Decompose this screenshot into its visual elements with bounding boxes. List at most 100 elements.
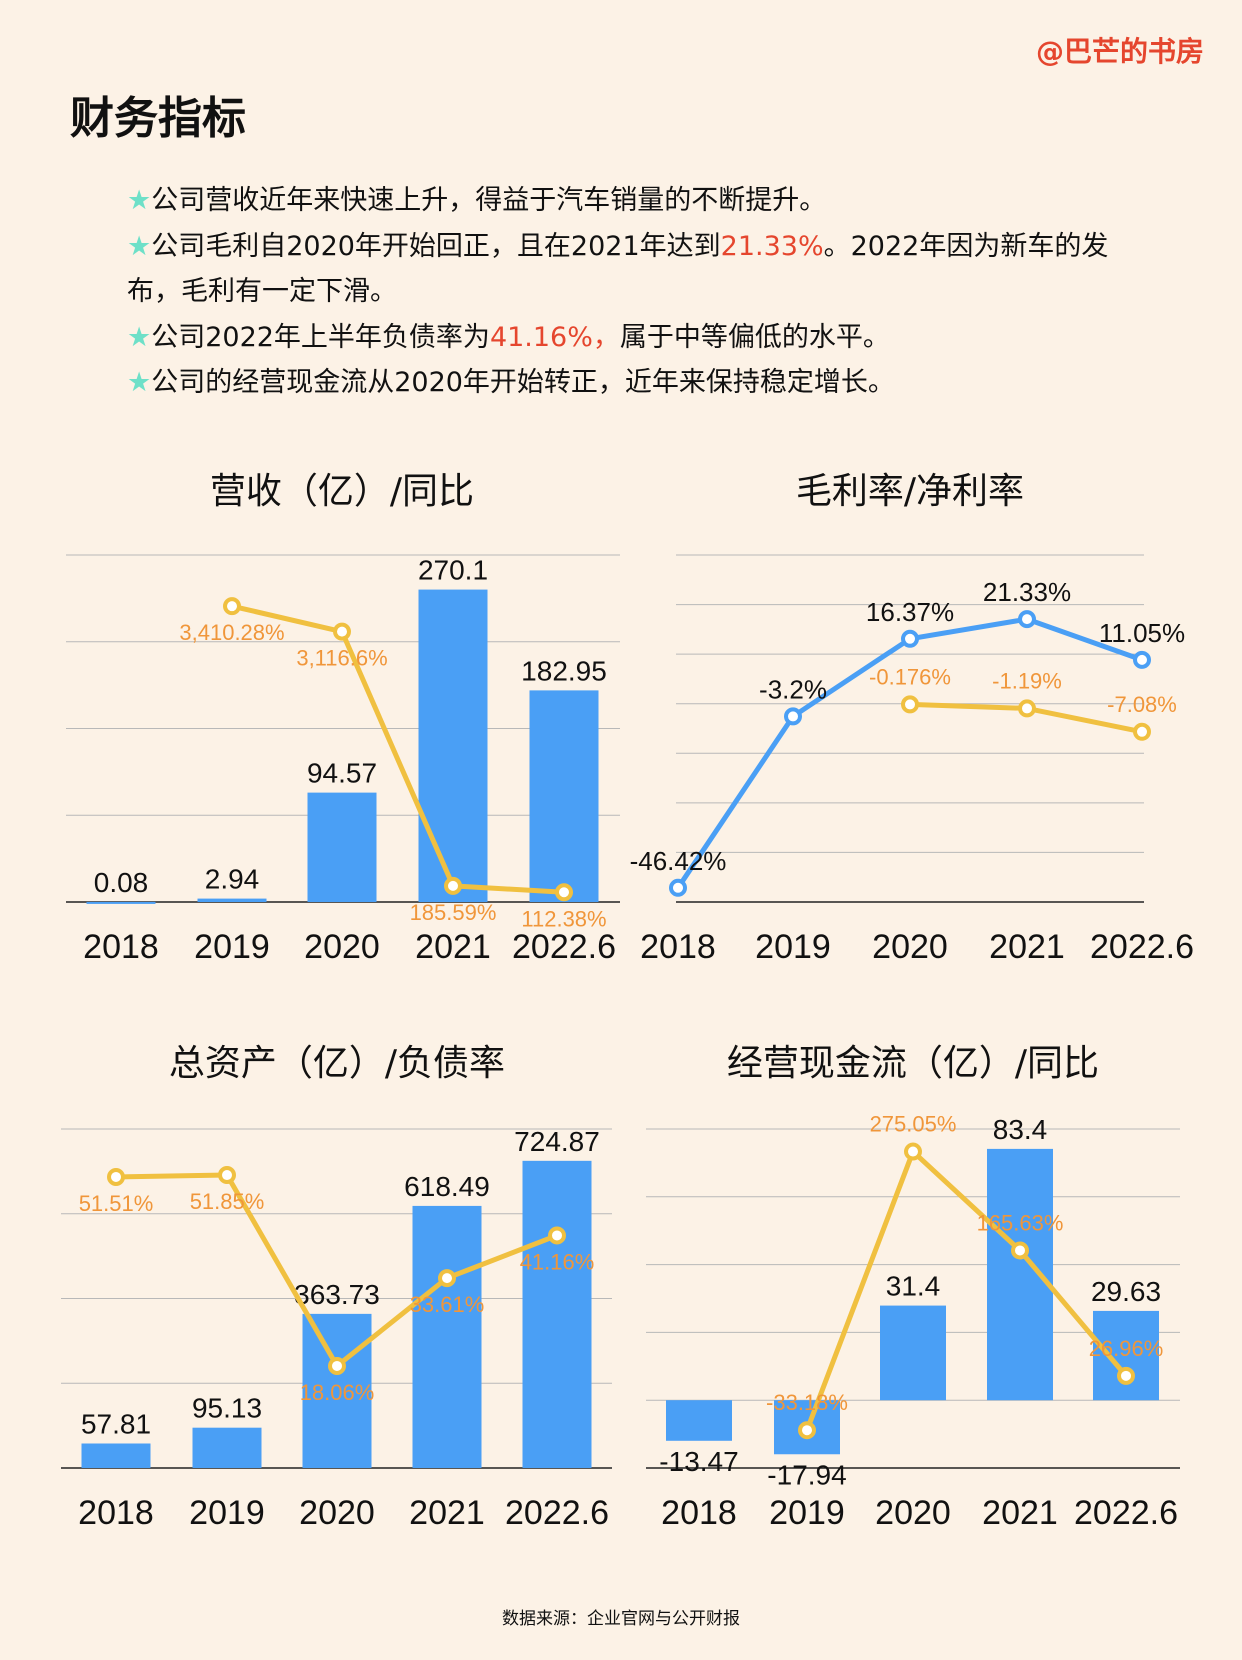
series-point	[1133, 650, 1151, 669]
bar	[880, 1305, 946, 1401]
bullet-item: ★公司营收近年来快速上升，得益于汽车销量的不断提升。	[127, 178, 1147, 224]
bar	[192, 1427, 262, 1468]
star-icon: ★	[127, 185, 152, 216]
bar	[86, 901, 156, 904]
bar-value-label: 0.08	[94, 867, 149, 898]
x-tick-label: 2021	[989, 928, 1065, 966]
point-value-label: 275.05%	[870, 1112, 957, 1137]
series-point	[444, 876, 462, 895]
bullet-item: ★公司毛利自2020年开始回正，且在2021年达到21.33%。2022年因为新…	[127, 224, 1147, 315]
x-tick-label: 2020	[299, 1494, 375, 1532]
x-tick-label: 2021	[982, 1494, 1058, 1532]
x-tick-label: 2020	[872, 928, 948, 966]
chart-title-assets: 总资产（亿）/负债率	[168, 1043, 506, 1084]
chart-title-margin: 毛利率/净利率	[795, 471, 1025, 512]
series-point	[328, 1356, 346, 1375]
bullet-text: 公司毛利自2020年开始回正，且在2021年达到	[151, 230, 721, 262]
x-tick-label: 2020	[304, 928, 380, 966]
author-watermark: @巴芒的书房	[1035, 35, 1204, 68]
bar	[302, 1313, 372, 1468]
bar	[529, 690, 599, 902]
bullet-text: 。2022年因为新车的发布，毛利有一定下滑。	[127, 230, 1109, 308]
bar-value-label: 270.1	[418, 555, 488, 586]
bar-value-label: 83.4	[993, 1114, 1048, 1145]
bullet-text: 公司2022年上半年负债率为	[151, 321, 490, 353]
series-point	[1117, 1366, 1135, 1385]
page-title: 财务指标	[70, 93, 246, 144]
series-line	[231, 603, 565, 895]
bar	[522, 1160, 592, 1468]
point-value-label: 18.06%	[300, 1380, 375, 1405]
x-tick-label: 2020	[875, 1494, 951, 1532]
bar-value-label: 31.4	[886, 1271, 941, 1302]
series-point	[901, 695, 919, 714]
x-tick-label: 2018	[661, 1494, 737, 1532]
point-value-label: 51.85%	[190, 1189, 265, 1214]
x-tick-label: 2022.6	[1074, 1494, 1178, 1532]
series-point	[223, 597, 241, 616]
x-tick-label: 2021	[409, 1494, 485, 1532]
point-value-label: -0.176%	[869, 664, 951, 689]
series-point	[1018, 610, 1036, 629]
x-tick-label: 2022.6	[1090, 928, 1194, 966]
x-tick-label: 2019	[769, 1494, 845, 1532]
series-point	[438, 1269, 456, 1288]
point-value-label: 185.59%	[410, 900, 497, 925]
point-value-label: -3.2%	[759, 674, 827, 704]
series-point	[555, 883, 573, 902]
point-value-label: 21.33%	[983, 577, 1071, 607]
star-icon: ★	[127, 230, 152, 262]
series-point	[1011, 1241, 1029, 1260]
point-value-label: -7.08%	[1107, 692, 1177, 717]
bar	[666, 1400, 732, 1441]
bar-value-label: 182.95	[521, 655, 607, 686]
bar-value-label: 94.57	[307, 758, 377, 789]
point-value-label: 16.37%	[866, 597, 954, 627]
series-point	[1133, 722, 1151, 741]
point-value-label: 165.63%	[977, 1210, 1064, 1235]
x-tick-label: 2019	[194, 928, 270, 966]
bar	[412, 1205, 482, 1468]
bar	[81, 1443, 151, 1468]
x-tick-label: 2022.6	[505, 1494, 609, 1532]
point-value-label: 41.16%	[520, 1249, 595, 1274]
x-tick-label: 2022.6	[512, 928, 616, 966]
star-icon: ★	[127, 321, 152, 353]
star-icon: ★	[127, 367, 152, 398]
bar-value-label: 29.63	[1091, 1276, 1161, 1307]
series-point	[107, 1167, 125, 1186]
bullet-item: ★公司的经营现金流从2020年开始转正，近年来保持稳定增长。	[127, 360, 1147, 406]
series-point	[333, 622, 351, 641]
bar-value-label: 618.49	[404, 1171, 490, 1202]
series-point	[218, 1166, 236, 1185]
bar-value-label: -17.94	[767, 1459, 846, 1490]
bullet-highlight: 21.33%	[720, 230, 824, 262]
x-tick-label: 2018	[640, 928, 716, 966]
series-point	[904, 1142, 922, 1161]
chart-title-revenue: 营收（亿）/同比	[209, 471, 475, 512]
point-value-label: 26.96%	[1089, 1336, 1164, 1361]
bar-value-label: 57.81	[81, 1409, 151, 1440]
series-point	[548, 1226, 566, 1245]
point-value-label: 3,410.28%	[179, 620, 284, 645]
bullet-highlight: 41.16%，	[489, 321, 620, 353]
point-value-label: 51.51%	[79, 1191, 154, 1216]
bullet-text: 属于中等偏低的水平。	[619, 321, 890, 353]
summary-bullets: ★公司营收近年来快速上升，得益于汽车销量的不断提升。 ★公司毛利自2020年开始…	[127, 178, 1147, 406]
chart-title-cashflow: 经营现金流（亿）/同比	[726, 1043, 1100, 1084]
bullet-text: 公司的经营现金流从2020年开始转正，近年来保持稳定增长。	[151, 367, 895, 398]
point-value-label: 11.05%	[1099, 618, 1185, 648]
series-point	[901, 629, 919, 648]
point-value-label: -46.42%	[630, 846, 727, 876]
point-value-label: 33.61%	[410, 1292, 485, 1317]
bar-value-label: 2.94	[205, 864, 260, 895]
bar	[418, 589, 488, 902]
point-value-label: 3,116.6%	[296, 646, 387, 671]
bullet-item: ★公司2022年上半年负债率为41.16%，属于中等偏低的水平。	[127, 315, 1147, 361]
data-source: 数据来源：企业官网与公开财报	[502, 1609, 740, 1629]
x-tick-label: 2019	[189, 1494, 265, 1532]
bullet-text: 公司营收近年来快速上升，得益于汽车销量的不断提升。	[151, 185, 827, 216]
point-value-label: 112.38%	[521, 906, 606, 931]
bar	[197, 898, 267, 902]
bar-value-label: -13.47	[659, 1446, 738, 1477]
